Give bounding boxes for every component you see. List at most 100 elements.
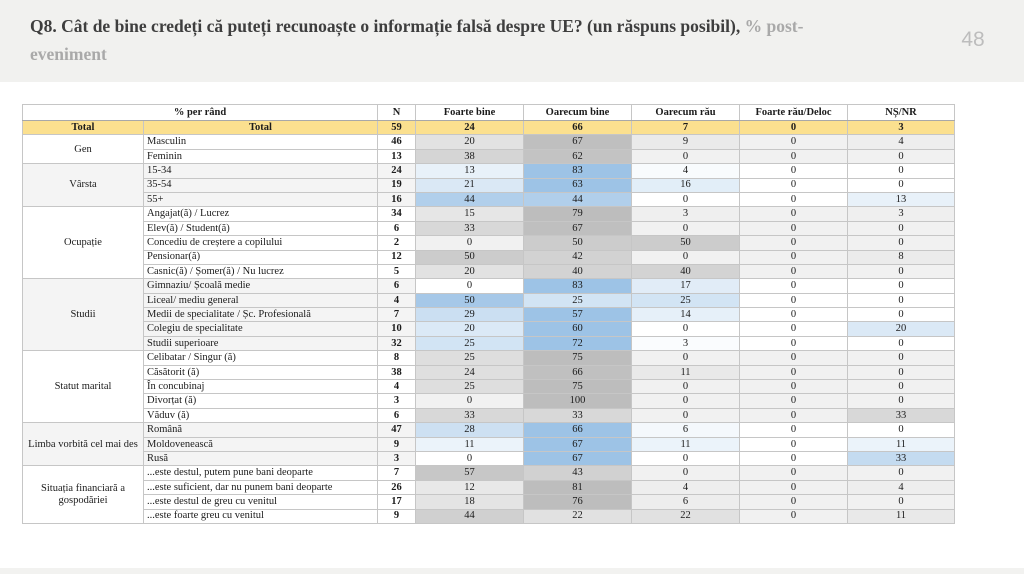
value-cell: 25 [415, 335, 524, 352]
value-cell: 0 [847, 278, 955, 294]
value-cell: 21 [415, 177, 524, 193]
value-cell: 67 [523, 436, 632, 452]
row-label-cell: Concediu de creștere a copilului [143, 235, 378, 251]
column-header-n: N [377, 104, 416, 121]
group-label-cell: Gen [22, 134, 144, 165]
column-header-oarecum-rau: Oarecum rău [631, 104, 740, 121]
slide-footer-band [0, 568, 1024, 574]
value-cell: 0 [739, 263, 848, 280]
table-row: Pensionar(ă) 12 50 42 0 0 8 [23, 249, 955, 265]
value-cell: 11 [847, 436, 955, 452]
value-cell: 0 [415, 278, 524, 294]
row-label-cell: Rusă [143, 450, 378, 467]
value-cell: 0 [739, 206, 848, 222]
n-cell: 3 [377, 450, 416, 467]
total-label-cell: Total [143, 119, 378, 136]
n-cell: 12 [377, 249, 416, 265]
value-cell: 16 [631, 177, 740, 193]
value-cell: 4 [631, 479, 740, 496]
value-cell: 0 [631, 450, 740, 467]
group-label-cell: Situația financiară a gospodăriei [22, 465, 144, 524]
row-label-cell: Angajat(ă) / Lucrez [143, 206, 378, 222]
n-cell: 19 [377, 177, 416, 193]
n-cell: 4 [377, 379, 416, 395]
value-cell: 0 [847, 263, 955, 280]
value-cell: 79 [523, 206, 632, 222]
value-cell: 0 [415, 235, 524, 251]
n-cell: 5 [377, 263, 416, 280]
table-row: ...este suficient, dar nu punem bani deo… [23, 479, 955, 496]
row-label-cell: Casnic(ă) / Șomer(ă) / Nu lucrez [143, 263, 378, 280]
value-cell: 0 [631, 379, 740, 395]
value-cell: 33 [847, 450, 955, 467]
value-cell: 11 [631, 364, 740, 381]
n-cell: 10 [377, 321, 416, 337]
value-cell: 33 [847, 407, 955, 424]
row-label-cell: 15-34 [143, 163, 378, 179]
value-cell: 0 [847, 364, 955, 381]
total-n-cell: 59 [377, 119, 416, 136]
slide-title: Q8. Cât de bine credeți că puteți recuno… [30, 12, 930, 68]
value-cell: 57 [415, 465, 524, 481]
table-row: Ocupație Angajat(ă) / Lucrez 34 15 79 3 0 3 [22, 206, 955, 280]
value-cell: 12 [415, 479, 524, 496]
value-cell: 0 [631, 407, 740, 424]
n-cell: 6 [377, 220, 416, 237]
table-row: 35-54 19 21 63 16 0 0 [23, 177, 955, 193]
value-cell: 0 [739, 508, 848, 524]
value-cell: 0 [739, 278, 848, 294]
value-cell: 100 [523, 393, 632, 409]
value-cell: 75 [523, 350, 632, 366]
total-row: Total Total 59 24 66 7 0 3 [22, 119, 955, 136]
total-group-cell: Total [22, 119, 144, 136]
value-cell: 43 [523, 465, 632, 481]
row-label-cell: ...este suficient, dar nu punem bani deo… [143, 479, 378, 496]
n-cell: 46 [377, 134, 416, 150]
value-cell: 3 [631, 206, 740, 222]
table-row: Medii de specialitate / Șc. Profesională… [23, 307, 955, 323]
group-label-cell: Vârsta [22, 163, 144, 208]
value-cell: 0 [847, 235, 955, 251]
value-cell: 3 [847, 206, 955, 222]
value-cell: 20 [847, 321, 955, 337]
value-cell: 0 [739, 407, 848, 424]
row-label-cell: Română [143, 422, 378, 438]
value-cell: 42 [523, 249, 632, 265]
value-cell: 33 [415, 407, 524, 424]
value-cell: 40 [631, 263, 740, 280]
table-row: Căsătorit (ă) 38 24 66 11 0 0 [23, 364, 955, 381]
n-cell: 34 [377, 206, 416, 222]
value-cell: 14 [631, 307, 740, 323]
value-cell: 44 [415, 191, 524, 208]
n-cell: 3 [377, 393, 416, 409]
value-cell: 66 [523, 364, 632, 381]
value-cell: 13 [847, 191, 955, 208]
row-label-cell: Gimnaziu/ Școală medie [143, 278, 378, 294]
value-cell: 0 [847, 292, 955, 309]
row-label-cell: Medii de specialitate / Șc. Profesională [143, 307, 378, 323]
value-cell: 0 [631, 321, 740, 337]
value-cell: 0 [739, 436, 848, 452]
value-cell: 0 [631, 350, 740, 366]
table-row: Casnic(ă) / Șomer(ă) / Nu lucrez 5 20 40 40 0… [23, 263, 955, 280]
value-cell: 0 [739, 134, 848, 150]
value-cell: 50 [631, 235, 740, 251]
n-cell: 6 [377, 407, 416, 424]
value-cell: 0 [739, 249, 848, 265]
table-row: Rusă 3 0 67 0 0 33 [23, 450, 955, 467]
value-cell: 24 [415, 364, 524, 381]
value-cell: 0 [739, 465, 848, 481]
value-cell: 0 [739, 307, 848, 323]
row-label-cell: Moldovenească [143, 436, 378, 452]
value-cell: 0 [739, 148, 848, 165]
value-cell: 50 [523, 235, 632, 251]
slide-title-main: Q8. Cât de bine credeți că puteți recuno… [30, 16, 741, 36]
value-cell: 0 [847, 494, 955, 510]
row-label-cell: Celibatar / Singur (ă) [143, 350, 378, 366]
table-row: ...este foarte greu cu venitul 9 44 22 22 0 11 [23, 508, 955, 524]
value-cell: 0 [631, 148, 740, 165]
total-value-cell: 66 [523, 119, 632, 136]
row-label-cell: În concubinaj [143, 379, 378, 395]
value-cell: 25 [523, 292, 632, 309]
n-cell: 26 [377, 479, 416, 496]
